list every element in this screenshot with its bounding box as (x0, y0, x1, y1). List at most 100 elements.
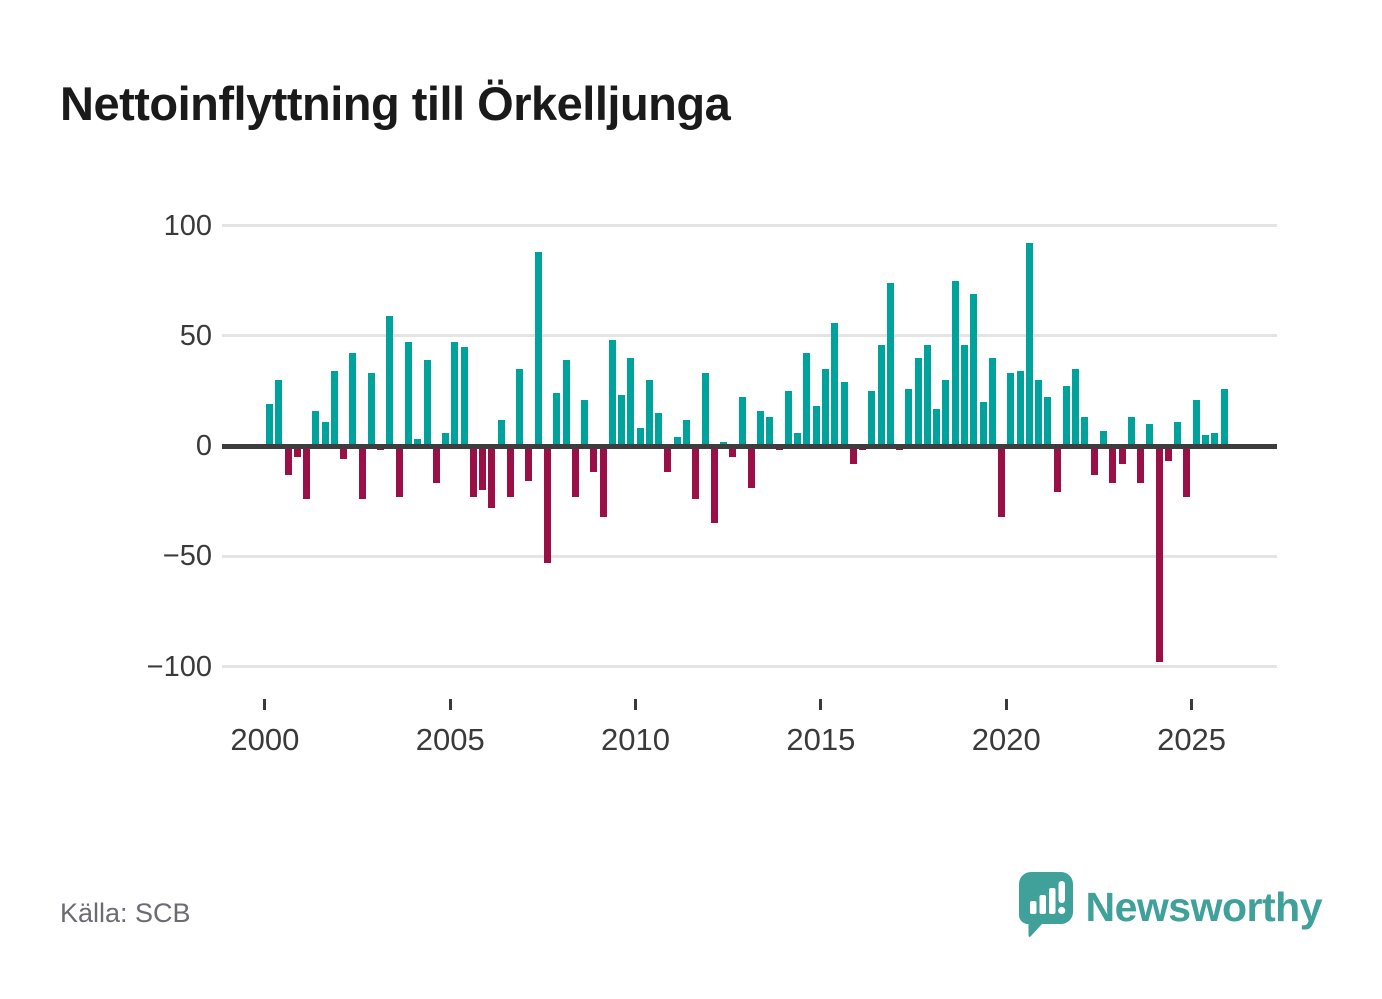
x-axis-tick-label: 2000 (230, 722, 300, 757)
bar-2009-q4 (627, 357, 635, 446)
y-axis-tick-label: −100 (146, 650, 212, 683)
source-text: Källa: SCB (60, 898, 191, 928)
bar-2002-q4 (367, 373, 375, 446)
bar-2022-q1 (1081, 417, 1089, 446)
x-axis-tick-label: 2015 (786, 722, 856, 757)
x-axis-tick-2015 (819, 699, 823, 710)
bar-2008-q2 (571, 446, 579, 497)
x-axis-tick-label: 2020 (971, 722, 1041, 757)
bar-2005-q1 (451, 342, 459, 446)
bar-2002-q3 (358, 446, 366, 499)
bar-2001-q1 (303, 446, 311, 499)
bar-2004-q2 (423, 360, 431, 446)
bar-2025-q2 (1201, 434, 1209, 446)
bar-2006-q4 (516, 368, 524, 446)
bar-2003-q4 (405, 342, 412, 446)
bar-2007-q1 (525, 446, 533, 482)
bar-2005-q4 (479, 446, 487, 491)
bar-2025-q1 (1192, 399, 1200, 446)
bar-2012-q1 (710, 446, 718, 524)
bar-2023-q4 (1146, 423, 1154, 446)
bar-2003-q3 (395, 446, 403, 497)
y-axis-tick-label: 100 (163, 209, 212, 242)
x-axis-tick-2020 (1004, 699, 1008, 710)
newsworthy-logo-text: Newsworthy (1085, 884, 1323, 930)
gridline--50 (222, 554, 1277, 558)
bar-2009-q1 (599, 446, 607, 517)
bar-2005-q3 (469, 446, 477, 497)
bar-2022-q3 (1100, 430, 1108, 446)
x-axis-tick-label: 2025 (1157, 722, 1227, 757)
bar-2006-q3 (506, 446, 514, 497)
bar-2010-q1 (636, 428, 644, 446)
bar-2009-q3 (618, 395, 626, 446)
bar-2008-q3 (581, 399, 589, 446)
bar-2014-q4 (812, 406, 820, 446)
bar-2015-q3 (840, 382, 848, 446)
bar-2000-q3 (284, 446, 292, 475)
bar-2008-q1 (562, 360, 570, 446)
bar-2025-q3 (1211, 432, 1219, 446)
bar-2016-q4 (886, 282, 894, 446)
bar-2022-q4 (1109, 446, 1117, 484)
logo-bar-3 (1048, 888, 1055, 914)
bar-2004-q3 (432, 446, 440, 484)
x-axis-tick-label: 2005 (415, 722, 485, 757)
bar-2009-q2 (608, 340, 616, 446)
bar-2015-q2 (831, 322, 839, 446)
bar-2018-q3 (951, 280, 959, 446)
bar-2002-q1 (340, 446, 348, 460)
bar-2013-q3 (766, 417, 774, 446)
bar-2010-q4 (664, 446, 672, 473)
bar-2024-q1 (1155, 446, 1163, 663)
bar-2022-q2 (1090, 446, 1098, 475)
bar-2021-q4 (1072, 368, 1080, 446)
bar-2014-q1 (784, 390, 792, 446)
bar-2006-q1 (488, 446, 496, 508)
bar-2016-q3 (877, 344, 885, 446)
bar-2018-q2 (942, 379, 950, 446)
bar-2015-q1 (822, 368, 830, 446)
bar-2019-q1 (970, 293, 978, 446)
y-axis-tick-label: −50 (162, 540, 212, 573)
bar-2019-q3 (988, 357, 996, 446)
bar-2016-q2 (868, 390, 876, 446)
bar-2023-q3 (1137, 446, 1145, 484)
bar-2001-q4 (330, 371, 338, 446)
bar-2001-q2 (312, 410, 320, 446)
bar-2019-q4 (998, 446, 1006, 517)
chart-title: Nettoinflyttning till Örkelljunga (60, 77, 731, 130)
gridline-100 (222, 224, 1277, 227)
y-axis-tick-label: 50 (179, 319, 212, 352)
bar-2020-q1 (1007, 373, 1015, 446)
bar-2005-q2 (460, 346, 468, 446)
bar-2019-q2 (979, 401, 987, 446)
bar-2017-q4 (923, 344, 931, 446)
bar-2002-q2 (349, 353, 357, 446)
x-axis-tick-2025 (1190, 699, 1194, 710)
logo-bar-2 (1039, 895, 1046, 914)
bar-2021-q1 (1044, 397, 1052, 446)
bar-2014-q3 (803, 353, 811, 446)
x-axis-tick-2005 (448, 699, 452, 710)
bar-2025-q4 (1220, 388, 1228, 446)
bar-2010-q2 (645, 379, 653, 446)
bar-2018-q4 (961, 344, 969, 446)
bar-2000-q2 (275, 379, 283, 446)
bar-2004-q1 (414, 439, 422, 446)
bar-2012-q3 (729, 446, 737, 458)
bar-2007-q2 (534, 251, 542, 446)
bar-2017-q3 (914, 357, 922, 446)
bar-2014-q2 (794, 432, 802, 446)
y-axis-tick-label: 0 (195, 430, 212, 462)
bar-2024-q2 (1164, 446, 1172, 462)
bar-2011-q4 (701, 373, 709, 446)
newsworthy-logo: Newsworthy (1018, 872, 1323, 943)
bar-2011-q3 (692, 446, 700, 499)
x-axis-tick-2010 (634, 699, 638, 710)
bar-2003-q2 (386, 315, 394, 446)
newsworthy-logo-icon (1018, 872, 1073, 943)
bar-2004-q4 (442, 432, 450, 446)
bar-2013-q1 (747, 446, 755, 488)
